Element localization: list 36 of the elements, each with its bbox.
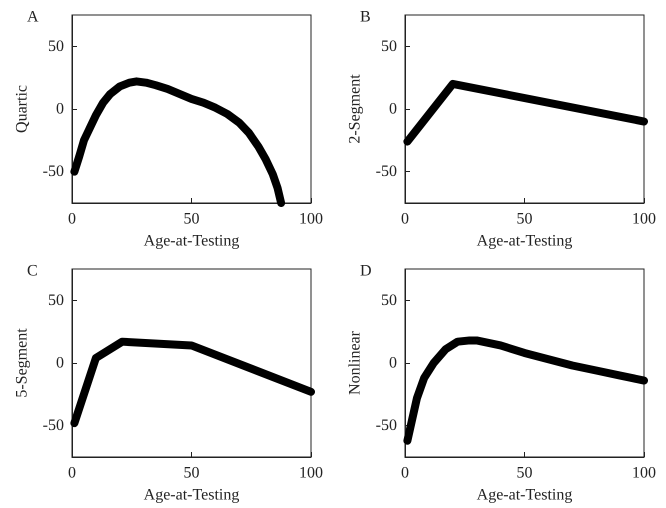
y-tick-label: 0 bbox=[389, 100, 397, 118]
x-tick-label: 50 bbox=[184, 464, 200, 482]
y-tick-label: -50 bbox=[376, 163, 397, 180]
x-axis-title: Age-at-Testing bbox=[476, 232, 572, 250]
y-tick-label: 50 bbox=[381, 292, 397, 309]
x-tick-label: 50 bbox=[184, 210, 200, 228]
y-tick-label: 50 bbox=[48, 292, 64, 309]
y-tick-label: 0 bbox=[56, 100, 64, 118]
x-tick-label: 0 bbox=[401, 210, 409, 228]
y-tick-label: 0 bbox=[389, 354, 397, 372]
chart-title: B bbox=[360, 8, 371, 26]
x-tick-label: 100 bbox=[632, 210, 656, 228]
y-tick-label: 0 bbox=[56, 354, 64, 372]
x-tick-label: 100 bbox=[632, 464, 656, 482]
y-axis-title: Nonlinear bbox=[346, 330, 364, 395]
y-tick-label: -50 bbox=[42, 417, 64, 434]
y-tick-label: -50 bbox=[42, 163, 64, 180]
y-axis-title: 5-Segment bbox=[14, 328, 30, 398]
x-tick-label: 0 bbox=[401, 464, 409, 482]
x-tick-label: 100 bbox=[299, 464, 323, 482]
x-axis-title: Age-at-Testing bbox=[144, 232, 240, 250]
x-tick-label: 50 bbox=[516, 464, 532, 482]
y-tick-label: 50 bbox=[381, 38, 397, 55]
x-tick-label: 0 bbox=[68, 464, 76, 482]
x-tick-label: 100 bbox=[299, 210, 323, 228]
x-axis-title: Age-at-Testing bbox=[144, 486, 240, 504]
chart-title: D bbox=[360, 262, 372, 280]
x-tick-label: 0 bbox=[68, 210, 76, 228]
y-tick-label: 50 bbox=[48, 38, 64, 55]
chart-title: C bbox=[27, 262, 38, 280]
chart-title: A bbox=[27, 8, 39, 26]
y-axis-title: Quartic bbox=[14, 85, 30, 133]
y-axis-title: 2-Segment bbox=[346, 74, 364, 144]
y-tick-label: -50 bbox=[376, 417, 397, 434]
x-axis-title: Age-at-Testing bbox=[476, 486, 572, 504]
x-tick-label: 50 bbox=[516, 210, 532, 228]
